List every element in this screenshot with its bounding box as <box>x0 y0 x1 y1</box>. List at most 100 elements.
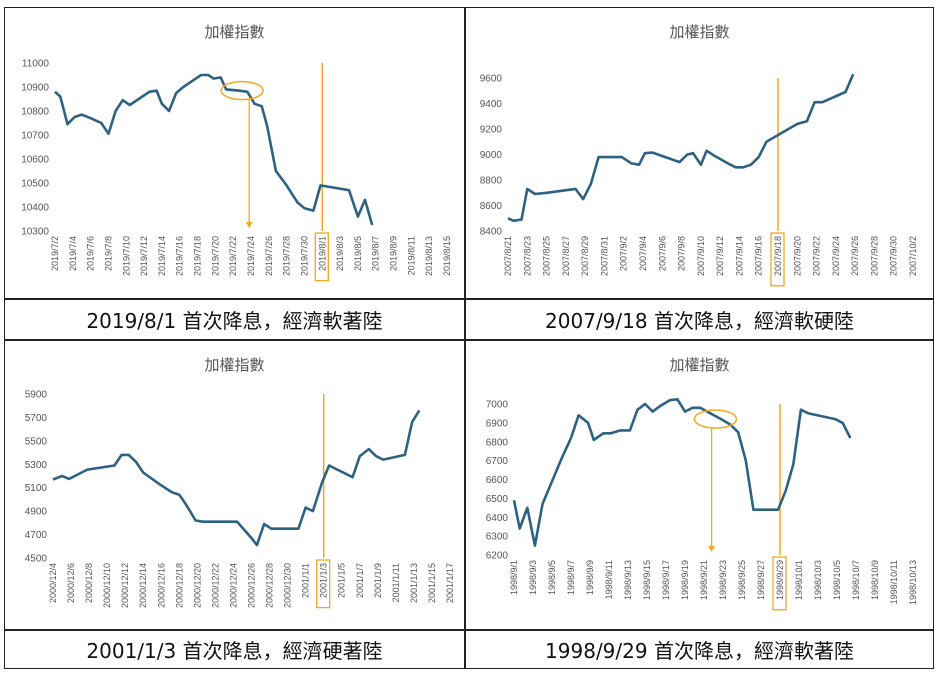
x-tick-label: 1998/9/21 <box>699 560 709 600</box>
x-tick-label: 2007/9/8 <box>677 236 687 271</box>
x-tick-label: 1998/9/19 <box>680 560 690 600</box>
x-tick-label: 2019/8/15 <box>442 236 452 276</box>
x-tick-label: 1998/10/11 <box>889 560 899 604</box>
chart-svg: 加權指數 6200 6300 6400 6500 6600 6700 6800 6900 7000… <box>486 356 918 611</box>
y-tick-label: 9400 <box>480 99 503 110</box>
x-tick-label: 1998/9/17 <box>661 560 671 600</box>
x-tick-label: 2001/1/9 <box>373 563 383 598</box>
series-line <box>512 397 852 547</box>
x-tick-label: 1998/9/11 <box>604 560 614 599</box>
x-tick-label: 2007/9/14 <box>734 236 744 276</box>
chart-title: 加權指數 <box>204 23 264 41</box>
x-tick-label: 1998/10/7 <box>851 560 861 600</box>
x-tick-label: 2007/9/22 <box>812 236 822 276</box>
x-tick-label: 2019/8/7 <box>371 236 381 271</box>
x-tick-label: 2019/8/13 <box>424 236 434 276</box>
x-tick-label: 2007/9/12 <box>715 236 725 276</box>
x-tick-label: 2007/8/29 <box>580 236 590 276</box>
arrow-head <box>708 546 716 552</box>
peak-highlight-ellipse <box>693 409 738 429</box>
x-tick-label: 2019/8/3 <box>335 236 345 271</box>
x-tick-label: 2001/1/15 <box>427 563 437 603</box>
x-tick-label: 2001/1/3 <box>319 563 329 598</box>
chart-panel-top-right: 加權指數 8400 8600 8800 9000 9200 9400 9600 2007/8/2… <box>465 7 934 299</box>
x-tick-label: 2001/1/17 <box>445 563 455 603</box>
chart-panel-top-left: 加權指數 10300 10400 10500 10600 10700 10800 10900 1… <box>4 7 465 299</box>
x-tick-label: 2019/7/20 <box>210 236 220 276</box>
y-tick-label: 9200 <box>480 125 503 136</box>
x-tick-label: 2019/7/22 <box>228 236 238 276</box>
x-tick-label: 2019/8/11 <box>406 236 416 275</box>
x-tick-label: 2019/7/30 <box>299 236 309 276</box>
y-tick-label: 10400 <box>21 203 49 214</box>
y-tick-label: 5900 <box>25 390 48 401</box>
x-tick-label: 2019/7/24 <box>246 236 256 276</box>
x-tick-label: 2007/8/23 <box>522 236 532 276</box>
x-tick-label: 1998/10/13 <box>908 560 918 605</box>
x-tick-label: 2000/12/8 <box>84 563 94 603</box>
x-tick-label: 2019/7/18 <box>193 236 203 276</box>
series-line <box>507 73 855 223</box>
chart-caption: 1998/9/29 首次降息，經濟軟著陸 <box>465 630 934 669</box>
chart-title: 加權指數 <box>204 356 264 374</box>
x-tick-label: 2000/12/10 <box>102 563 112 608</box>
x-tick-label: 1998/9/29 <box>775 560 785 600</box>
x-tick-label: 1998/9/1 <box>509 560 519 595</box>
x-tick-label: 2000/12/16 <box>156 563 166 608</box>
x-tick-label: 2000/12/12 <box>120 563 130 608</box>
x-tick-label: 2007/9/20 <box>792 236 802 276</box>
series-line <box>52 409 421 547</box>
event-date-highlight-box <box>772 556 787 611</box>
x-tick-label: 1998/9/9 <box>585 560 595 595</box>
x-tick-label: 2001/1/7 <box>355 563 365 598</box>
chart-caption: 2019/8/1 首次降息，經濟軟著陸 <box>4 299 465 340</box>
x-tick-label: 2001/1/13 <box>409 563 419 603</box>
x-tick-label: 2019/7/8 <box>103 236 113 271</box>
y-tick-label: 4900 <box>25 507 48 518</box>
x-tick-label: 2000/12/18 <box>174 563 184 608</box>
x-tick-label: 2019/8/1 <box>317 236 327 271</box>
x-tick-label: 1998/10/9 <box>870 560 880 600</box>
y-tick-label: 5700 <box>25 413 48 424</box>
x-tick-label: 2007/8/21 <box>503 236 513 276</box>
x-tick-label: 2019/7/16 <box>175 236 185 276</box>
x-tick-label: 2007/9/10 <box>696 236 706 276</box>
x-tick-label: 1998/9/27 <box>756 560 766 600</box>
x-tick-label: 1998/10/1 <box>794 560 804 600</box>
y-tick-label: 5100 <box>25 483 48 494</box>
x-tick-label: 2019/7/14 <box>157 236 167 276</box>
x-tick-label: 2019/7/12 <box>139 236 149 276</box>
chart-panel-bottom-left: 加權指數 4500 4700 4900 5100 5300 5500 5700 5900 2000… <box>4 340 465 630</box>
y-tick-label: 6700 <box>486 456 509 467</box>
series-line <box>54 73 374 226</box>
x-tick-label: 2000/12/24 <box>228 563 238 608</box>
x-tick-label: 2007/9/30 <box>889 236 899 276</box>
x-tick-label: 2007/8/27 <box>561 236 571 276</box>
x-tick-label: 2019/7/6 <box>86 236 96 271</box>
event-date-highlight-box <box>770 232 785 287</box>
chart-caption: 2007/9/18 首次降息，經濟軟硬陸 <box>465 299 934 340</box>
x-tick-label: 2000/12/30 <box>283 563 293 608</box>
y-tick-label: 6400 <box>486 513 509 524</box>
x-tick-label: 2000/12/14 <box>138 563 148 608</box>
x-tick-label: 2001/1/1 <box>301 563 311 598</box>
x-tick-label: 1998/9/13 <box>623 560 633 600</box>
x-tick-label: 2000/12/28 <box>265 563 275 608</box>
y-tick-label: 9000 <box>480 150 503 161</box>
x-tick-label: 2007/10/2 <box>908 236 918 276</box>
x-tick-label: 1998/10/3 <box>813 560 823 600</box>
x-tick-label: 2000/12/20 <box>192 563 202 608</box>
x-tick-label: 1998/9/15 <box>642 560 652 600</box>
x-tick-label: 2019/7/10 <box>121 236 131 276</box>
x-tick-label: 1998/9/3 <box>528 560 538 595</box>
peak-highlight-ellipse <box>220 80 264 101</box>
x-tick-label: 2019/7/4 <box>68 236 78 271</box>
y-tick-label: 10700 <box>21 131 49 142</box>
y-tick-label: 5300 <box>25 460 48 471</box>
chart-svg: 加權指數 8400 8600 8800 9000 9200 9400 9600 2007/8/2… <box>480 23 918 287</box>
x-tick-label: 2001/1/11 <box>391 563 401 602</box>
y-tick-label: 8400 <box>480 227 503 238</box>
chart-caption: 2001/1/3 首次降息，經濟硬著陸 <box>4 630 465 669</box>
x-tick-label: 2019/7/26 <box>264 236 274 276</box>
y-tick-label: 6300 <box>486 532 509 543</box>
